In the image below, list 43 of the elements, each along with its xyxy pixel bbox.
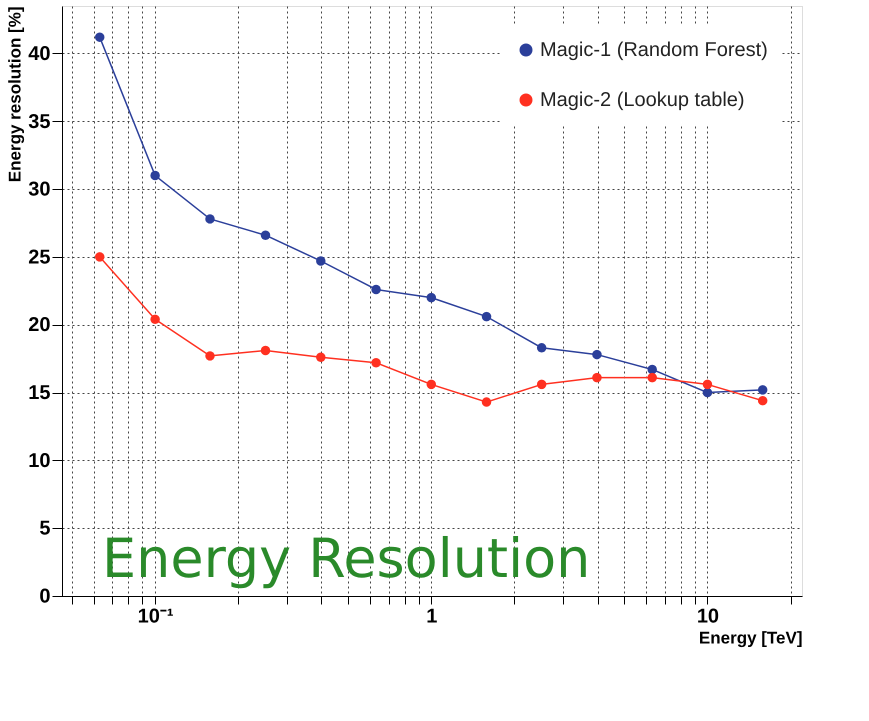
y-tick-label: 5 [39, 518, 50, 540]
y-tick-label: 0 [39, 586, 50, 608]
x-axis-title: Energy [TeV] [698, 628, 802, 648]
y-tick-label: 20 [28, 314, 50, 336]
point [94, 252, 104, 262]
point [94, 32, 104, 42]
point [647, 372, 657, 382]
point [592, 372, 602, 382]
point [371, 358, 381, 368]
x-tick-label: 10 [696, 606, 720, 628]
point [371, 284, 381, 294]
point [482, 312, 492, 322]
point [205, 351, 215, 361]
point [150, 314, 160, 324]
point [758, 385, 768, 395]
point [205, 214, 215, 224]
point [316, 352, 326, 362]
point [758, 396, 768, 406]
point [536, 343, 546, 353]
point [592, 350, 602, 360]
point [260, 230, 270, 240]
point [536, 380, 546, 390]
x-tick-label: 1 [426, 606, 438, 628]
y-tick-label: 25 [28, 246, 50, 268]
legend-label: Magic-1 (Random Forest) [540, 39, 768, 61]
point [150, 170, 160, 180]
point [316, 256, 326, 266]
y-tick-label: 40 [28, 42, 50, 65]
y-axis-title: Energy resolution [%] [5, 6, 24, 182]
point [702, 380, 712, 390]
point [426, 292, 436, 302]
point [260, 346, 270, 356]
y-tick-label: 15 [28, 382, 50, 404]
point [482, 397, 492, 407]
y-tick-label: 30 [28, 178, 50, 201]
legend-label: Magic-2 (Lookup table) [540, 89, 745, 111]
annotation: Energy Resolution [102, 527, 590, 590]
y-tick-label: 35 [28, 110, 50, 133]
point [426, 380, 436, 390]
point [647, 364, 657, 374]
x-tick-label: 10⁻¹ [138, 606, 174, 628]
y-tick-label: 10 [28, 450, 50, 472]
point [702, 388, 712, 398]
